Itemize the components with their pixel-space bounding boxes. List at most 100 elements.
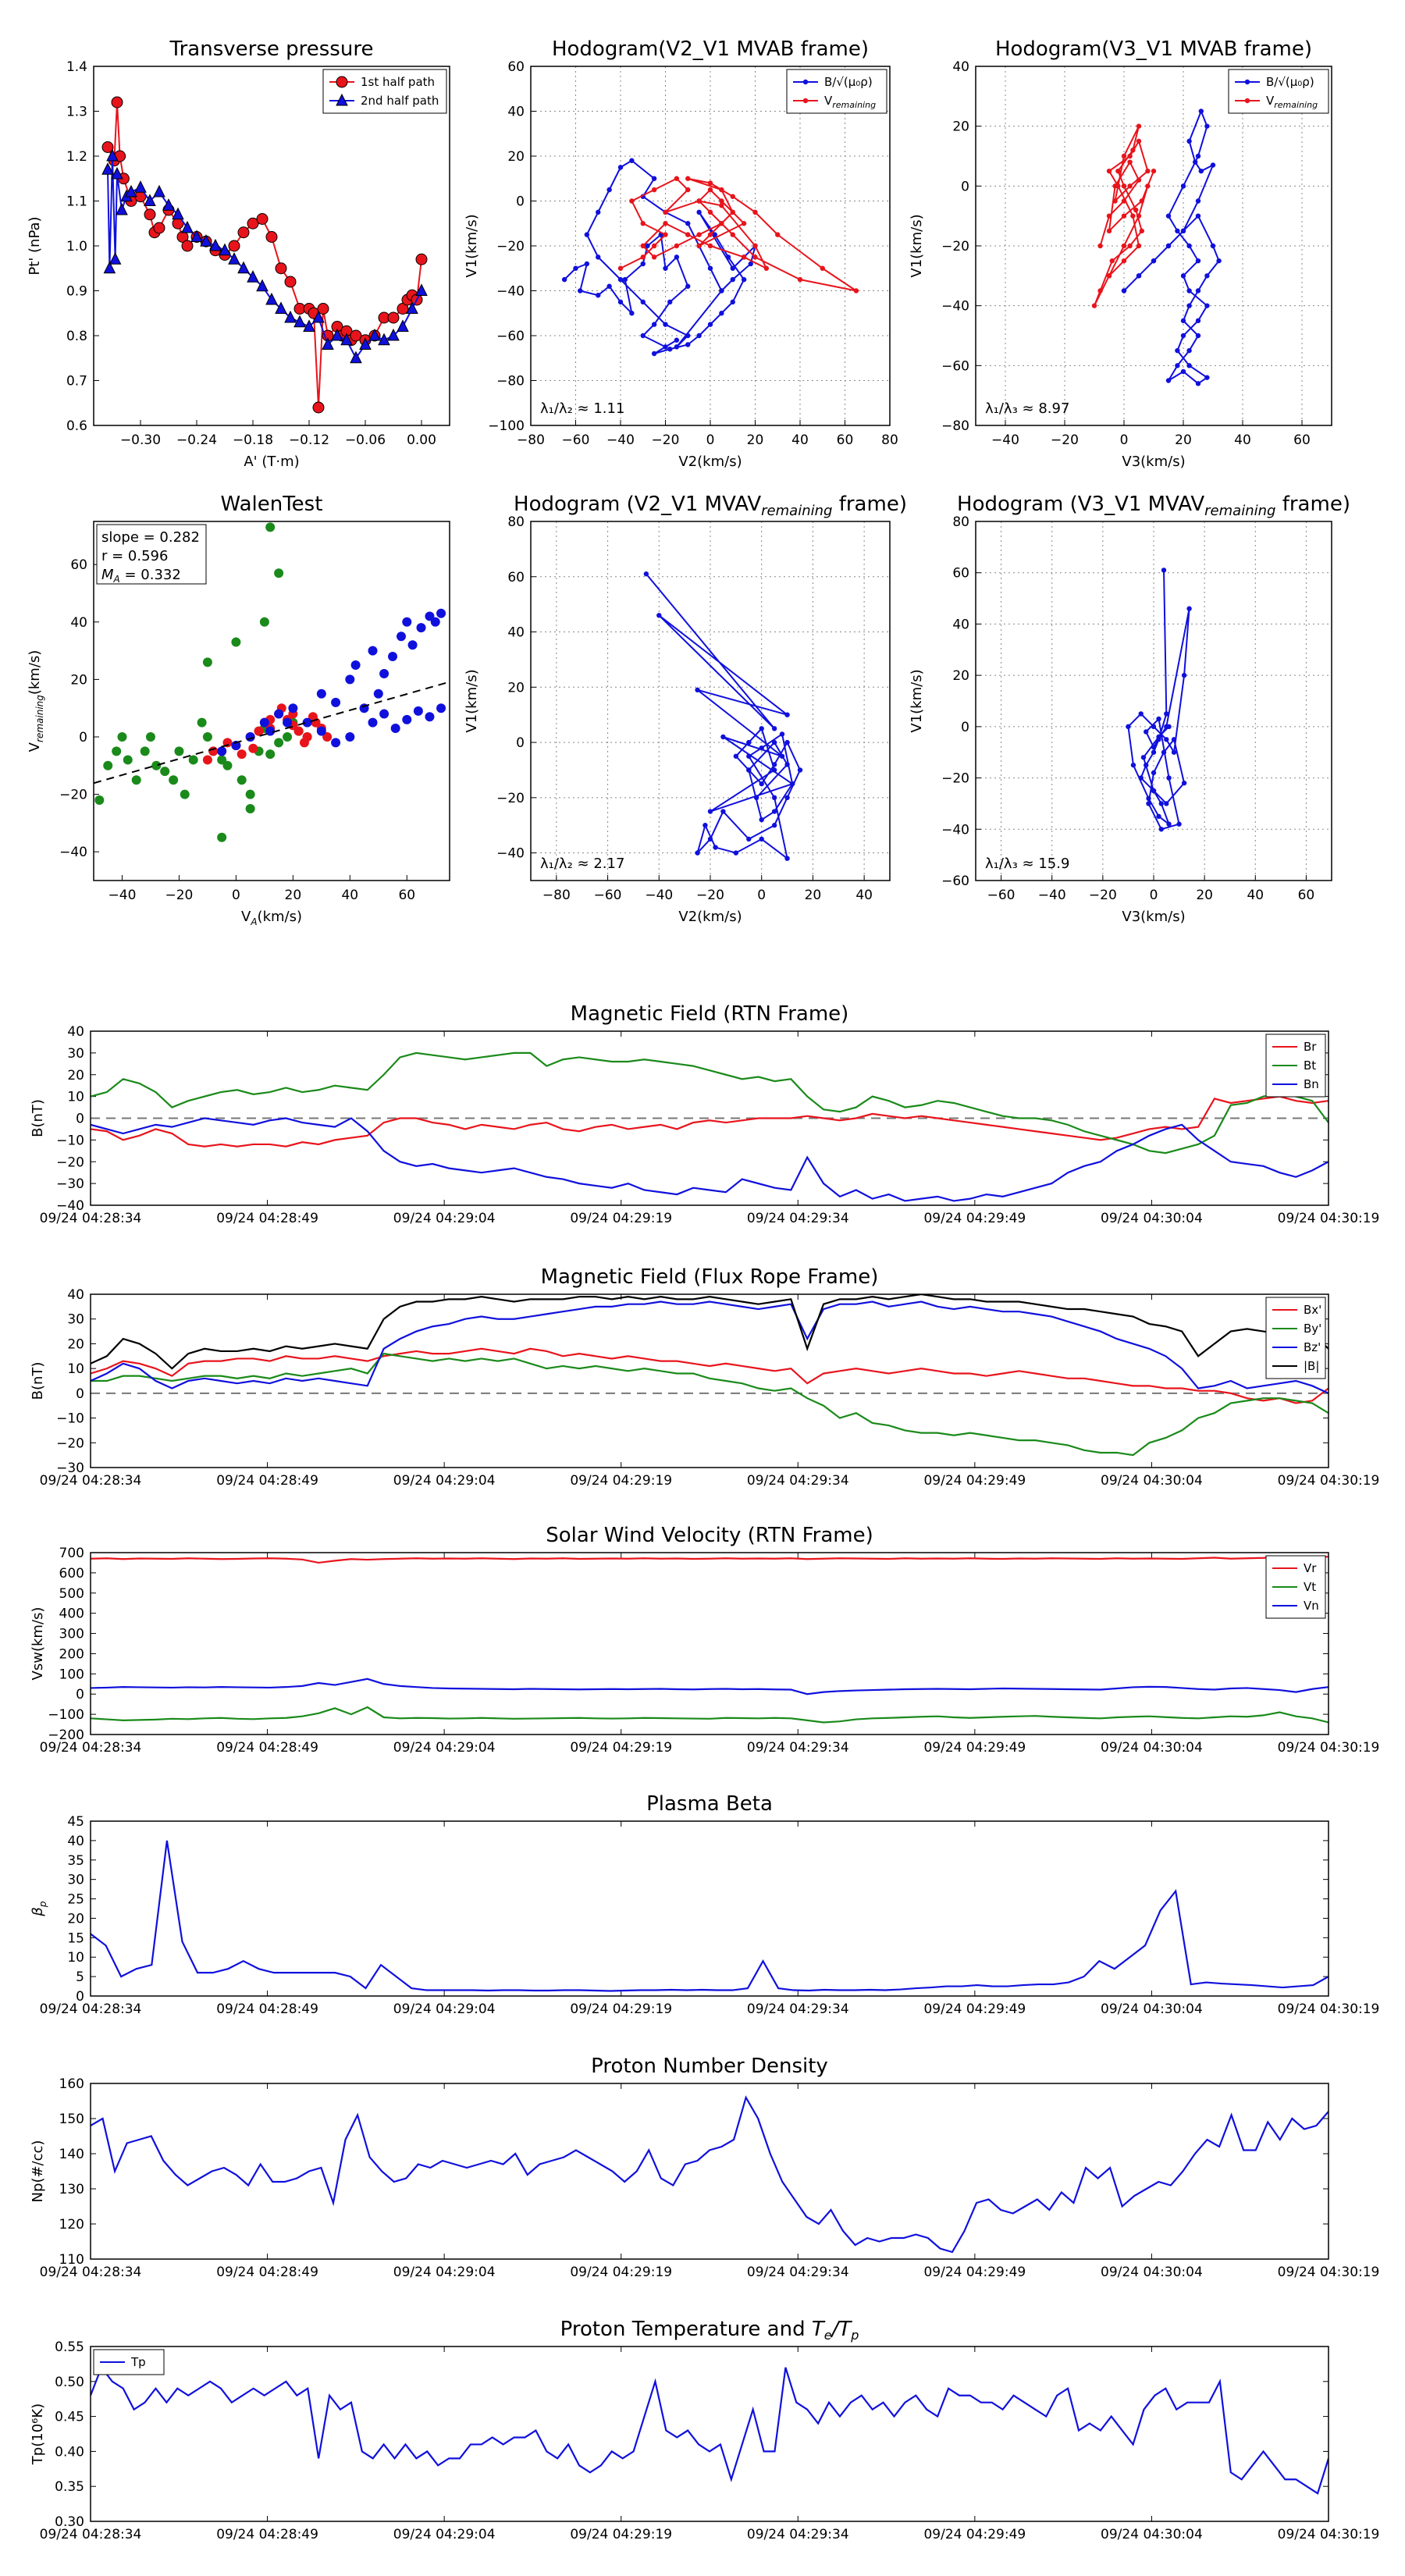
data-point (640, 261, 646, 267)
legend-label: |B| (1304, 1359, 1319, 1373)
data-point (606, 187, 612, 193)
y-tick-label: 15 (67, 1930, 84, 1946)
series-line (91, 1706, 1329, 1724)
data-point (1138, 711, 1144, 717)
data-point (275, 301, 287, 314)
y-tick-label: 0.45 (55, 2410, 84, 2425)
data-point (1186, 303, 1192, 308)
y-tick-label: 60 (507, 59, 525, 75)
x-tick-label: 40 (1247, 888, 1264, 903)
x-tick-label: 09/24 04:29:04 (393, 2001, 496, 2017)
plot-frame (93, 521, 450, 881)
data-point (111, 166, 123, 180)
data-point (217, 755, 227, 765)
data-point (1121, 183, 1127, 189)
data-point (101, 141, 114, 153)
data-point (265, 231, 278, 243)
data-point (1151, 770, 1157, 776)
y-tick-label: −40 (941, 299, 969, 315)
data-point (180, 789, 190, 799)
x-tick-label: 09/24 04:30:19 (1278, 1473, 1380, 1489)
data-point (1138, 775, 1144, 781)
data-point (1244, 79, 1250, 85)
data-point (784, 712, 790, 717)
data-point (561, 276, 567, 283)
data-point (231, 637, 241, 647)
data-point (1121, 198, 1127, 204)
data-point (1180, 228, 1186, 234)
y-tick-label: −30 (56, 1461, 84, 1476)
x-tick-label: −40 (1038, 888, 1066, 903)
y-axis-label: Tp(10⁶K) (30, 2403, 46, 2465)
data-point (231, 741, 241, 751)
data-point (245, 789, 255, 799)
x-tick-label: −20 (1089, 888, 1117, 903)
chart-hodogram-v3-mvab: −40 −20 0 20 40 60 −80 −60 −40 −20 0 20 40 Hodogram(V… (909, 37, 1332, 470)
x-tick-label: 09/24 04:29:49 (923, 2265, 1026, 2280)
data-point (1198, 168, 1204, 174)
legend-box (1265, 1297, 1326, 1379)
x-tick-label: 20 (1175, 432, 1192, 448)
y-tick-label: 0 (76, 1112, 84, 1127)
y-tick-label: −100 (48, 1707, 84, 1723)
data-point (169, 775, 179, 785)
chart-plasma-beta: 09/24 04:28:34 09/24 04:28:49 09/24 04:29:… (30, 1792, 1379, 2017)
data-point (397, 319, 409, 332)
legend-part: V (824, 94, 833, 108)
y-tick-label: 0.55 (55, 2339, 84, 2355)
data-point (181, 240, 194, 252)
x-tick-label: 0 (232, 888, 240, 903)
data-point (1166, 775, 1172, 781)
data-point (172, 207, 184, 220)
plot-frame (90, 1293, 1329, 1468)
data-point (1210, 162, 1216, 168)
x-tick-label: 60 (1298, 888, 1315, 903)
data-point (331, 738, 341, 748)
data-point (153, 184, 165, 197)
data-point (415, 253, 428, 265)
data-point (1145, 183, 1151, 189)
legend-label: Vn (1304, 1599, 1319, 1613)
chart-title: Proton Temperature and Te/Tp (560, 2318, 859, 2343)
data-point (667, 299, 673, 305)
ratio-annotation: λ₁/λ₂ ≈ 2.17 (540, 856, 624, 872)
data-point (746, 739, 752, 745)
y-tick-label: 40 (952, 617, 969, 632)
data-point (643, 571, 649, 577)
y-tick-label: 40 (952, 59, 969, 75)
series-line (91, 2365, 1329, 2495)
x-tick-label: 09/24 04:29:04 (393, 2265, 496, 2280)
chart-title: Transverse pressure (169, 37, 374, 61)
plot-area (91, 2365, 1329, 2495)
x-tick-label: −40 (991, 432, 1019, 448)
x-tick-label: 20 (805, 888, 822, 903)
x-tick-label: 09/24 04:28:34 (40, 2001, 142, 2017)
data-point (752, 209, 758, 215)
legend-subscript: remaining (832, 100, 876, 110)
stats-line: r = 0.596 (101, 548, 168, 564)
series-line (91, 1352, 1329, 1457)
data-point (707, 180, 713, 186)
data-point (1180, 273, 1186, 279)
data-point (759, 817, 764, 823)
y-tick-label: 35 (67, 1853, 84, 1869)
data-point (256, 213, 269, 225)
data-point (1186, 138, 1192, 144)
data-point (1171, 737, 1177, 742)
data-point (368, 646, 378, 656)
stats-part: = 0.332 (120, 567, 181, 583)
chart-proton-number-density: 09/24 04:28:34 09/24 04:28:49 09/24 04:29:… (30, 2055, 1379, 2280)
plot-area (643, 571, 803, 861)
plot-area (561, 158, 859, 357)
data-point (368, 717, 378, 728)
data-point (265, 749, 276, 760)
data-point (1121, 213, 1127, 219)
y-axis-label: Np(#/cc) (30, 2140, 46, 2203)
data-point (190, 229, 203, 242)
plot-frame (530, 521, 891, 881)
data-point (275, 262, 287, 275)
series-line (91, 1095, 1329, 1147)
series-line (91, 2095, 1329, 2254)
y-axis-label: V1(km/s) (464, 669, 480, 732)
data-point (719, 198, 724, 204)
